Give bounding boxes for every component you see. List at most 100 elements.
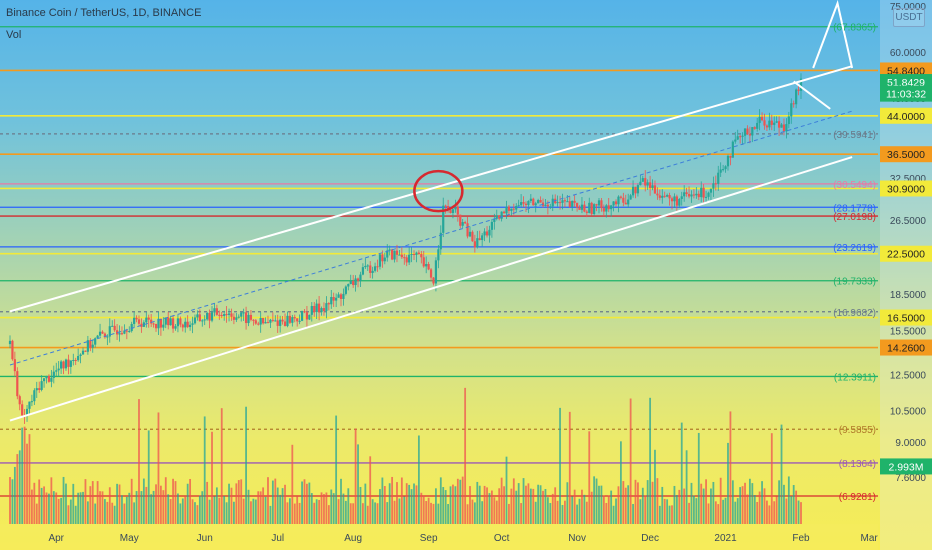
time-axis-tick: Jun bbox=[197, 533, 213, 544]
price-axis-tick: 15.5000 bbox=[890, 326, 927, 337]
candle-body bbox=[746, 128, 749, 135]
volume-bar bbox=[797, 500, 800, 524]
volume-bar bbox=[79, 492, 82, 524]
price-label-box[interactable] bbox=[880, 107, 932, 124]
price-label-box[interactable] bbox=[880, 146, 932, 163]
candle-body bbox=[106, 336, 109, 338]
time-axis[interactable] bbox=[0, 524, 878, 550]
volume-bar bbox=[588, 431, 591, 524]
candle-body bbox=[527, 201, 530, 206]
volume-bar bbox=[162, 490, 165, 524]
candle-body bbox=[378, 254, 382, 267]
volume-bar bbox=[671, 505, 673, 524]
volume-bar bbox=[651, 481, 654, 524]
volume-bar bbox=[615, 498, 617, 524]
candle-body bbox=[140, 323, 143, 327]
projection-arrow-0[interactable] bbox=[812, 0, 854, 69]
volume-bar bbox=[471, 499, 474, 524]
candle-body bbox=[687, 193, 691, 197]
volume-bar bbox=[247, 489, 250, 524]
price-label-box[interactable] bbox=[880, 309, 932, 326]
projection-arrow-1[interactable] bbox=[793, 80, 831, 110]
candle-body bbox=[524, 203, 528, 206]
volume-bar bbox=[118, 484, 121, 524]
volume-bar bbox=[267, 477, 269, 524]
candle-body bbox=[481, 235, 484, 241]
candle-body bbox=[354, 278, 357, 286]
volume-bar bbox=[259, 491, 262, 524]
volume-bar bbox=[627, 485, 630, 524]
candle-body bbox=[597, 200, 601, 206]
candle-body bbox=[575, 202, 579, 208]
currency-button[interactable]: USDT bbox=[893, 8, 925, 27]
volume-bar bbox=[13, 466, 16, 524]
candle-body bbox=[344, 286, 347, 294]
candle-body bbox=[412, 254, 416, 256]
volume-bar bbox=[374, 502, 376, 524]
candle-body bbox=[748, 134, 751, 136]
candle-body bbox=[439, 232, 442, 250]
volume-bar bbox=[683, 488, 686, 524]
volume-bar bbox=[167, 494, 170, 524]
highlight-circle[interactable] bbox=[413, 169, 464, 213]
candle-body bbox=[35, 388, 38, 391]
candle-body bbox=[184, 321, 187, 328]
candle-body bbox=[566, 201, 569, 203]
volume-bar bbox=[169, 499, 172, 524]
price-label: 36.5000 bbox=[887, 149, 925, 161]
volume-bar bbox=[714, 501, 717, 524]
volume-bar bbox=[495, 500, 498, 524]
candle-body bbox=[291, 317, 294, 323]
volume-bar bbox=[571, 496, 574, 524]
candle-body bbox=[42, 378, 46, 382]
candle-body bbox=[118, 333, 121, 335]
volume-bar bbox=[617, 486, 620, 524]
candle-body bbox=[700, 187, 703, 198]
volume-bar bbox=[26, 443, 28, 524]
candle-body bbox=[427, 263, 430, 270]
price-label-box[interactable] bbox=[880, 339, 932, 356]
price-label-box[interactable] bbox=[880, 180, 932, 197]
candle-body bbox=[507, 206, 511, 211]
price-label-box[interactable] bbox=[880, 245, 932, 262]
candle-body bbox=[286, 315, 289, 327]
volume-indicator-label[interactable]: Vol bbox=[6, 29, 22, 41]
price-label-box[interactable] bbox=[880, 85, 932, 102]
volume-bar bbox=[264, 496, 267, 524]
volume-bar bbox=[362, 503, 364, 524]
candle-body bbox=[583, 204, 586, 212]
channel-lower-line[interactable] bbox=[9, 156, 853, 422]
volume-bar bbox=[452, 484, 454, 524]
candle-body bbox=[558, 202, 562, 204]
candle-body bbox=[595, 204, 598, 206]
candle-body bbox=[247, 314, 250, 324]
price-label-box[interactable] bbox=[880, 458, 932, 475]
volume-bar bbox=[595, 478, 598, 524]
candle-body bbox=[799, 78, 803, 91]
volume-bar bbox=[69, 499, 72, 524]
candle-body bbox=[262, 317, 265, 324]
candle-body bbox=[98, 331, 102, 336]
volume-bar bbox=[790, 496, 793, 524]
volume-bar bbox=[233, 501, 235, 524]
candle-body bbox=[644, 178, 647, 186]
price-axis-tick: 9.0000 bbox=[895, 438, 926, 449]
candle-body bbox=[770, 120, 773, 125]
candle-body bbox=[605, 205, 608, 212]
candle-body bbox=[115, 330, 119, 335]
candle-body bbox=[714, 183, 717, 185]
candle-body bbox=[795, 89, 798, 105]
volume-bar bbox=[549, 503, 552, 524]
time-axis-tick: Feb bbox=[792, 533, 810, 544]
volume-bar bbox=[62, 476, 65, 524]
volume-bar bbox=[379, 489, 381, 524]
channel-upper-line[interactable] bbox=[9, 65, 853, 313]
candle-body bbox=[403, 257, 406, 259]
volume-bar bbox=[785, 498, 788, 524]
candle-body bbox=[580, 204, 584, 210]
volume-bar bbox=[508, 503, 510, 524]
channel-midline[interactable] bbox=[9, 110, 853, 366]
volume-bar bbox=[174, 481, 177, 524]
